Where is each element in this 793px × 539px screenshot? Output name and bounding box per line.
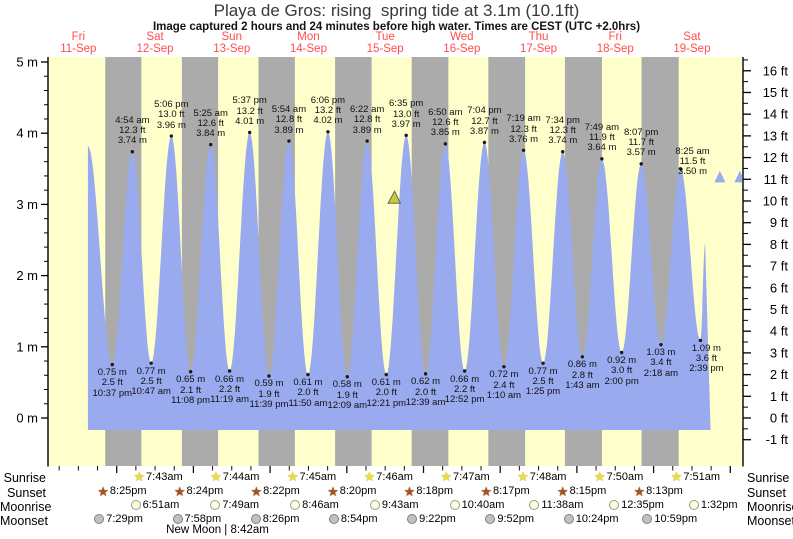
tide-extreme-dot bbox=[209, 142, 213, 147]
tide-extreme-dot bbox=[149, 361, 153, 365]
right-tick-label: 6 ft bbox=[770, 280, 788, 295]
tide-extreme-dot bbox=[619, 350, 624, 355]
tide-extreme-dot bbox=[698, 338, 703, 343]
sunset-label-left: Sunset bbox=[7, 485, 46, 500]
tide-extreme-dot bbox=[443, 142, 448, 146]
tide-extreme-dot bbox=[541, 361, 545, 365]
current-level-marker bbox=[387, 190, 402, 204]
tide-extreme-dot bbox=[502, 365, 506, 369]
tide-extreme-dot bbox=[404, 133, 408, 138]
right-tick-label: 8 ft bbox=[770, 237, 788, 252]
left-tick-label: 0 m bbox=[16, 411, 38, 426]
tide-extreme-dot bbox=[678, 167, 683, 171]
tide-extreme-dot bbox=[561, 150, 565, 154]
right-tick-label: 12 ft bbox=[763, 150, 789, 165]
right-tick-label: 14 ft bbox=[763, 107, 789, 122]
right-tick-label: 15 ft bbox=[763, 85, 789, 100]
tide-extreme-dot bbox=[227, 369, 232, 373]
left-tick-label: 3 m bbox=[16, 197, 38, 212]
tide-extreme-dot bbox=[326, 130, 330, 134]
tide-extreme-dot bbox=[580, 355, 585, 359]
left-tick-label: 5 m bbox=[16, 55, 38, 70]
right-tick-label: 3 ft bbox=[770, 345, 788, 360]
right-tick-label: 7 ft bbox=[770, 259, 788, 274]
right-tick-label: 10 ft bbox=[763, 193, 789, 208]
tide-extreme-dot bbox=[130, 150, 135, 154]
chart-subtitle: Image captured 2 hours and 24 minutes be… bbox=[152, 21, 641, 33]
right-tick-label: 5 ft bbox=[770, 302, 788, 317]
moonset-label-left: Moonset bbox=[0, 513, 48, 528]
tide-extreme-dot bbox=[169, 134, 174, 138]
moonset-label-right: Moonset bbox=[747, 513, 793, 528]
sunrise-label-left: Sunrise bbox=[3, 471, 46, 485]
tide-extreme-dot bbox=[287, 139, 291, 143]
right-tick-label: 0 ft bbox=[770, 411, 788, 426]
tide-extreme-dot bbox=[267, 374, 271, 378]
right-tick-label: 1 ft bbox=[770, 389, 788, 404]
tide-extreme-dot bbox=[384, 372, 388, 377]
tide-extreme-dot bbox=[600, 157, 604, 161]
right-tick-label: -1 ft bbox=[766, 432, 789, 447]
right-tick-label: 2 ft bbox=[770, 367, 788, 382]
tide-extreme-dot bbox=[423, 372, 428, 376]
right-tick-label: 9 ft bbox=[770, 215, 788, 230]
tide-extreme-dot bbox=[482, 140, 487, 145]
left-tick-label: 4 m bbox=[16, 126, 38, 141]
left-tick-label: 2 m bbox=[16, 268, 38, 283]
plot-area bbox=[48, 57, 742, 466]
tide-extreme-dot bbox=[306, 372, 310, 377]
tide-extreme-dot bbox=[365, 139, 369, 143]
right-tick-label: 11 ft bbox=[764, 172, 789, 187]
clipped-peak bbox=[714, 170, 726, 183]
tide-extreme-dot bbox=[462, 369, 467, 373]
right-tick-label: 13 ft bbox=[763, 128, 789, 143]
tide-extreme-dot bbox=[639, 162, 643, 166]
moonrise-label-left: Moonrise bbox=[0, 499, 52, 514]
page-title: Playa de Gros: rising spring tide at 3.1… bbox=[213, 1, 580, 20]
tide-extreme-dot bbox=[188, 370, 193, 374]
tide-extreme-dot bbox=[521, 148, 526, 152]
tide-extreme-dot bbox=[345, 375, 349, 379]
moonrise-label-right: Moonrise bbox=[747, 499, 793, 514]
clipped-peak bbox=[734, 170, 742, 183]
tide-curve bbox=[87, 131, 711, 431]
right-tick-label: 4 ft bbox=[770, 324, 788, 339]
sunset-label-right: Sunset bbox=[747, 485, 786, 500]
tide-extreme-dot bbox=[659, 342, 663, 347]
sunrise-label-right: Sunrise bbox=[747, 471, 790, 485]
left-tick-label: 1 m bbox=[16, 339, 38, 354]
new-moon-note: New Moon | 8:42am bbox=[166, 524, 269, 536]
right-tick-label: 16 ft bbox=[763, 63, 789, 78]
tide-extreme-dot bbox=[248, 130, 252, 135]
tide-extreme-dot bbox=[110, 362, 114, 367]
